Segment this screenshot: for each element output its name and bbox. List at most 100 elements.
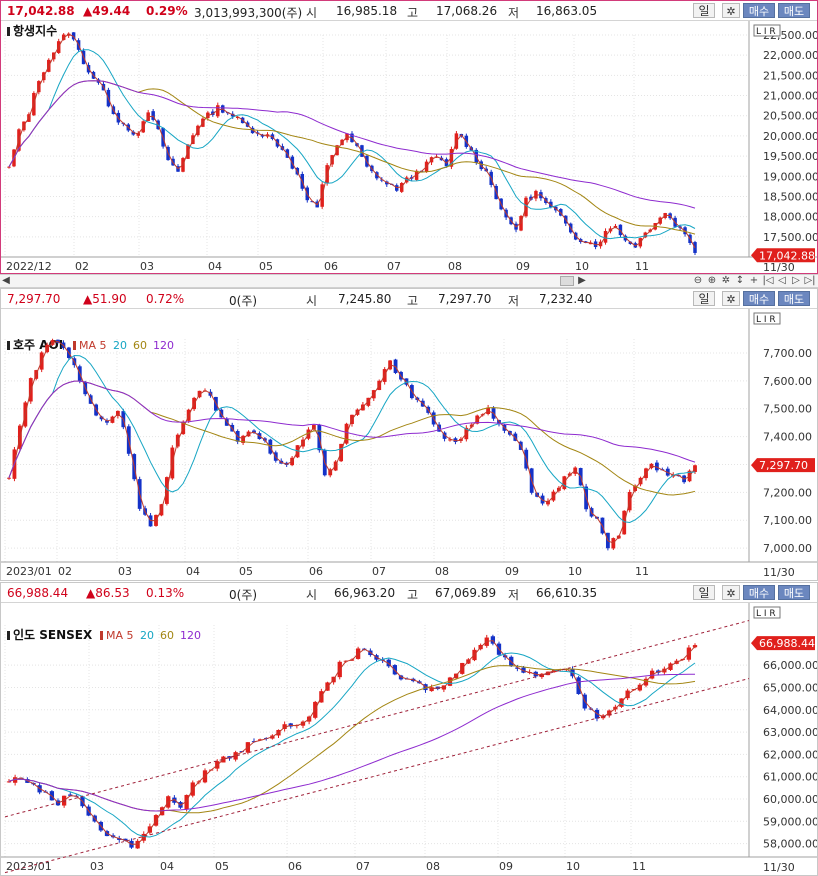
scroll-control-0[interactable]: ⊖: [693, 275, 703, 286]
trend-channel-line: [4, 678, 750, 874]
x-tick-label: 07: [372, 565, 386, 578]
last-price-tag: 66,988.44: [751, 636, 815, 651]
x-tick-label: 05: [215, 860, 229, 873]
scale-mode-box[interactable]: L I R: [753, 24, 781, 37]
ma-line-20: [8, 354, 696, 524]
low-value: 66,610.35: [536, 586, 598, 600]
y-tick-label: 19,000.00: [763, 170, 817, 183]
scroll-control-2[interactable]: ✲: [721, 275, 731, 286]
chart-title: 호주 AOI: [7, 338, 63, 352]
candle-body: [151, 111, 155, 120]
candle-body: [12, 777, 18, 783]
candle-body: [252, 430, 256, 433]
period-button[interactable]: 일: [693, 3, 715, 18]
candle-body: [380, 179, 384, 181]
candlestick-chart[interactable]: 7,700.007,600.007,500.007,400.007,300.00…: [1, 309, 817, 580]
y-tick-label: 21,500.00: [763, 69, 817, 82]
ma-line-120: [8, 673, 695, 812]
x-tick-label: 10: [575, 260, 589, 273]
candle-body: [216, 105, 220, 117]
price-change: ▲86.53: [86, 586, 130, 600]
high-label: 고: [407, 6, 419, 20]
last-price-tag-text: 66,988.44: [759, 637, 815, 650]
buy-button[interactable]: 매수: [743, 3, 775, 18]
sell-button[interactable]: 매도: [778, 291, 810, 306]
y-tick-label: 7,200.00: [763, 486, 812, 499]
candlestick-chart[interactable]: 22,500.0022,000.0021,500.0021,000.0020,5…: [1, 21, 817, 273]
x-tick-label: 08: [426, 860, 440, 873]
change-percent: 0.29%: [146, 4, 188, 18]
sell-button[interactable]: 매도: [778, 3, 810, 18]
scroll-control-5[interactable]: |◁: [762, 275, 774, 286]
ma-legend-item: 120: [153, 339, 174, 352]
candle-body: [385, 181, 389, 185]
change-percent: 0.13%: [146, 586, 185, 600]
scroll-control-3[interactable]: ↕: [735, 275, 745, 286]
scroll-control-8[interactable]: ▷|: [804, 275, 816, 286]
candle-body: [260, 134, 265, 137]
candle-body: [545, 671, 551, 676]
x-tick-label: 05: [259, 260, 273, 273]
ma-legend-item: 20: [113, 339, 127, 352]
period-button[interactable]: 일: [693, 585, 715, 600]
x-tick-label: 05: [239, 565, 253, 578]
scale-mode-box[interactable]: L I R: [753, 606, 781, 619]
x-tick-label: 04: [186, 565, 200, 578]
ma-legend-item: MA 5: [79, 339, 107, 352]
ma-line-120: [8, 380, 696, 478]
x-tick-label: 09: [505, 565, 519, 578]
ma-legend-item: 20: [140, 629, 154, 642]
x-tick-label: 2023/01: [6, 565, 52, 578]
x-tick-label: 10: [568, 565, 582, 578]
low-label: 저: [508, 294, 520, 308]
scroll-right-arrow-icon[interactable]: ▶: [578, 275, 586, 286]
ma-line-20: [8, 49, 696, 240]
y-tick-label: 66,000.00: [763, 659, 817, 672]
candle-body: [105, 420, 109, 423]
high-value: 7,297.70: [438, 292, 492, 306]
volume: 3,013,993,300(주): [194, 6, 303, 20]
ma-line-5: [8, 640, 696, 845]
buy-button[interactable]: 매수: [743, 291, 775, 306]
candlestick-chart[interactable]: 66,000.00 65,000.00 64,000.00 63,000.00 62,0…: [1, 603, 817, 875]
settings-gear-icon[interactable]: ✲: [722, 3, 740, 18]
candle-body: [6, 781, 12, 783]
period-button[interactable]: 일: [693, 291, 715, 306]
x-tick-label: 02: [58, 565, 72, 578]
scale-mode-box[interactable]: L I R: [753, 312, 781, 325]
high-label: 고: [407, 588, 419, 602]
chart-scrollbar[interactable]: ⊖ ⊕ ✲ ↕ + |◁ ◁ ▷ ▷| ◀ ▶: [0, 274, 818, 288]
quote-header: 66,988.44 ▲86.53 0.13% 0(주) 시 66,963.20 …: [1, 583, 817, 603]
candle-body: [241, 435, 246, 443]
y-tick-label: 61,000.00: [763, 771, 817, 784]
candle-body: [515, 667, 520, 669]
y-tick-label: 65,000.00: [763, 681, 817, 694]
scroll-left-arrow-icon[interactable]: ◀: [2, 275, 10, 286]
y-tick-label: 7,500.00: [763, 403, 812, 416]
x-tick-label: 03: [140, 260, 154, 273]
change-percent: 0.72%: [146, 292, 185, 306]
chart-title-text: 호주 AOI: [13, 338, 63, 352]
x-tick-label: 11: [635, 260, 649, 273]
scroll-track[interactable]: [0, 277, 575, 285]
chart-title: 항생지수: [7, 23, 57, 38]
x-tick-label: 04: [208, 260, 222, 273]
y-tick-label: 18,500.00: [763, 190, 817, 203]
buy-button[interactable]: 매수: [743, 585, 775, 600]
settings-gear-icon[interactable]: ✲: [722, 585, 740, 600]
last-price-tag-text: 7,297.70: [759, 459, 808, 472]
candle-body: [628, 241, 633, 245]
scroll-thumb[interactable]: [560, 276, 574, 286]
x-tick-label: 07: [356, 860, 370, 873]
ma-line-120: [8, 80, 696, 209]
scroll-control-1[interactable]: ⊕: [707, 275, 717, 286]
scroll-control-4[interactable]: +: [749, 275, 759, 286]
candle-body: [654, 462, 659, 471]
settings-gear-icon[interactable]: ✲: [722, 291, 740, 306]
scroll-control-7[interactable]: ▷: [792, 275, 800, 286]
quote-header: 17,042.88 ▲49.44 0.29% 3,013,993,300(주) …: [1, 1, 817, 21]
y-tick-label: 18,000.00: [763, 211, 817, 224]
scroll-control-6[interactable]: ◁: [778, 275, 786, 286]
sell-button[interactable]: 매도: [778, 585, 810, 600]
open-label: 시: [306, 588, 318, 602]
